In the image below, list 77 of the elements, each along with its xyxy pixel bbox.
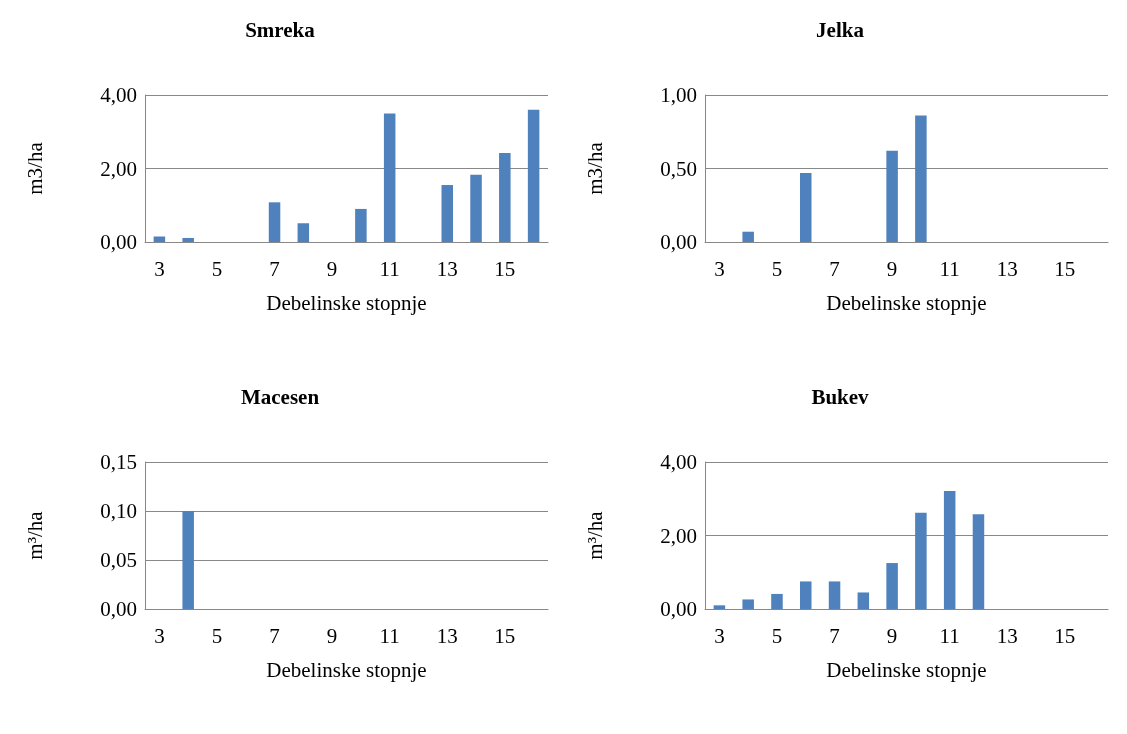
bar	[470, 174, 482, 242]
bar	[742, 599, 754, 609]
y-tick-label: 4,00	[100, 83, 137, 107]
x-tick-label: 3	[714, 256, 725, 281]
bar	[527, 109, 540, 242]
x-tick-label: 11	[939, 623, 960, 648]
x-tick-label: 3	[714, 623, 725, 648]
y-tick-label: 0,15	[100, 450, 137, 474]
bar	[972, 514, 985, 609]
x-tick-label: 15	[494, 256, 516, 281]
bar	[742, 231, 754, 242]
bar	[182, 237, 194, 242]
x-tick-label: 7	[829, 256, 840, 281]
x-tick-label: 11	[379, 623, 400, 648]
x-axis-title: Debelinske stopnje	[266, 290, 427, 315]
chart-title: Jelka	[816, 17, 865, 42]
y-axis-title: m³/ha	[582, 510, 607, 560]
bar	[499, 153, 511, 242]
x-tick-label: 9	[326, 623, 338, 648]
bar	[441, 185, 454, 242]
bar	[383, 113, 396, 242]
chart-title: Smreka	[245, 17, 316, 42]
y-tick-label: 1,00	[660, 83, 697, 107]
x-tick-label: 7	[269, 623, 280, 648]
x-axis-title: Debelinske stopnje	[826, 290, 987, 315]
x-tick-label: 5	[771, 256, 783, 281]
x-tick-label: 7	[829, 623, 840, 648]
chart-title: Bukev	[811, 384, 870, 409]
x-tick-label: 13	[996, 256, 1018, 281]
y-tick-label: 2,00	[100, 156, 137, 181]
bar	[943, 491, 956, 609]
y-axis-title: m³/ha	[22, 510, 47, 560]
y-tick-label: 2,00	[660, 523, 697, 548]
bar	[713, 605, 726, 609]
x-tick-label: 3	[154, 256, 165, 281]
x-tick-label: 13	[436, 623, 458, 648]
bar	[355, 208, 367, 242]
x-axis-title: Debelinske stopnje	[826, 657, 987, 682]
bar	[886, 150, 898, 242]
x-tick-label: 15	[494, 623, 516, 648]
chart-title: Macesen	[240, 384, 320, 409]
x-tick-label: 15	[1054, 256, 1076, 281]
x-tick-label: 15	[1054, 623, 1076, 648]
bar	[297, 223, 310, 242]
y-axis-title: m3/ha	[582, 141, 607, 195]
y-tick-label: 0,00	[660, 597, 697, 621]
x-tick-label: 7	[269, 256, 280, 281]
x-tick-label: 13	[436, 256, 458, 281]
x-tick-label: 5	[771, 623, 783, 648]
bar	[915, 115, 927, 242]
bar	[268, 202, 281, 242]
x-tick-label: 5	[211, 623, 223, 648]
bar	[799, 172, 812, 242]
bar	[799, 581, 812, 609]
y-tick-label: 0,50	[660, 156, 697, 181]
x-tick-label: 11	[379, 256, 400, 281]
x-tick-label: 13	[996, 623, 1018, 648]
y-tick-label: 0,05	[100, 548, 137, 572]
y-axis-title: m3/ha	[22, 141, 47, 195]
x-tick-label: 11	[939, 256, 960, 281]
x-axis-title: Debelinske stopnje	[266, 657, 427, 682]
x-tick-label: 5	[211, 256, 223, 281]
x-tick-label: 9	[326, 256, 338, 281]
y-tick-label: 0,00	[660, 230, 697, 254]
bar	[828, 581, 841, 609]
y-tick-label: 0,00	[100, 230, 137, 254]
x-tick-label: 3	[154, 623, 165, 648]
bar	[771, 593, 783, 609]
bar	[915, 512, 927, 609]
bar	[153, 236, 166, 242]
x-tick-label: 9	[886, 623, 898, 648]
y-tick-label: 4,00	[660, 450, 697, 474]
bar	[857, 592, 870, 609]
y-tick-label: 0,00	[100, 597, 137, 621]
bar	[886, 563, 898, 609]
x-tick-label: 9	[886, 256, 898, 281]
y-tick-label: 0,10	[100, 499, 137, 523]
